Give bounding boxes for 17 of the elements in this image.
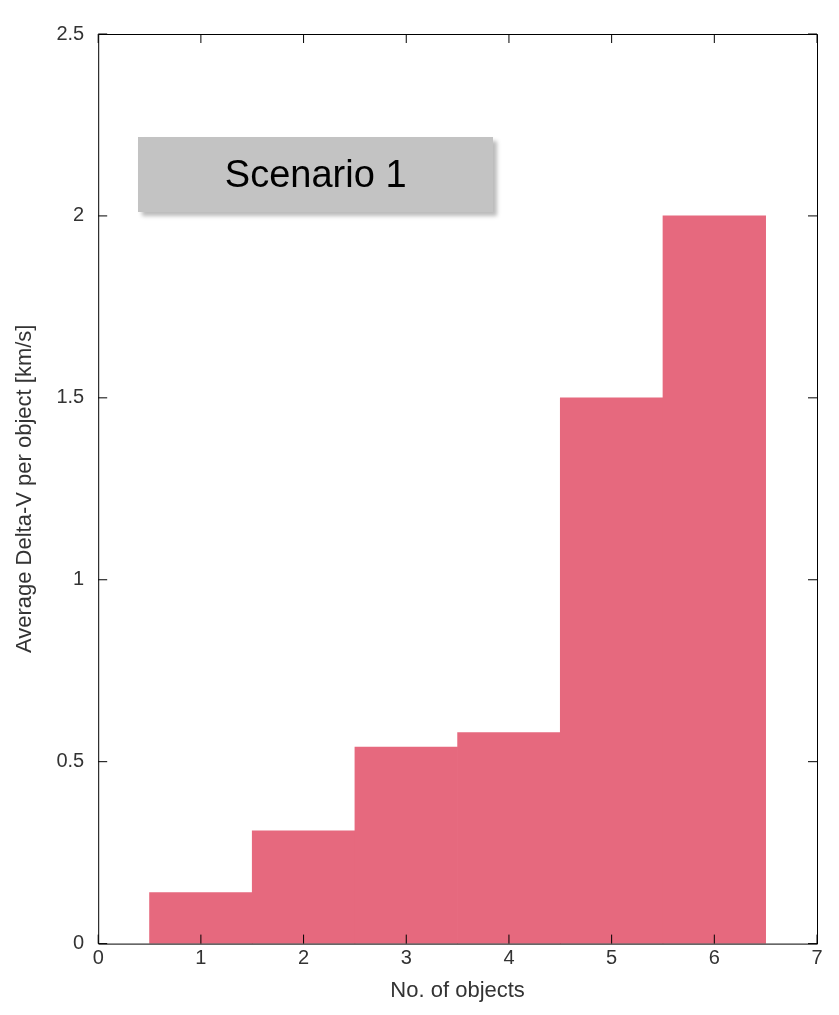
x-tick-label: 1 [195,946,207,969]
y-tick-label: 0.5 [56,749,85,772]
y-tick-label: 1 [73,567,85,590]
y-axis-title: Average Delta-V per object [km/s] [11,324,37,654]
x-tick-label: 6 [708,946,720,969]
label-box: Scenario 1 [138,137,494,212]
y-tick-label: 2 [73,203,85,226]
x-axis-title: No. of objects [390,976,525,1002]
y-tick-label: 1.5 [56,385,85,408]
y-tick-label: 0 [73,931,85,954]
y-tick-label: 2.5 [56,21,85,44]
x-tick-label: 4 [503,946,515,969]
x-tick-label: 5 [606,946,618,969]
x-tick-label: 3 [400,946,412,969]
x-tick-label: 0 [92,946,104,969]
x-tick-label: 7 [811,946,823,969]
x-tick-label: 2 [298,946,310,969]
